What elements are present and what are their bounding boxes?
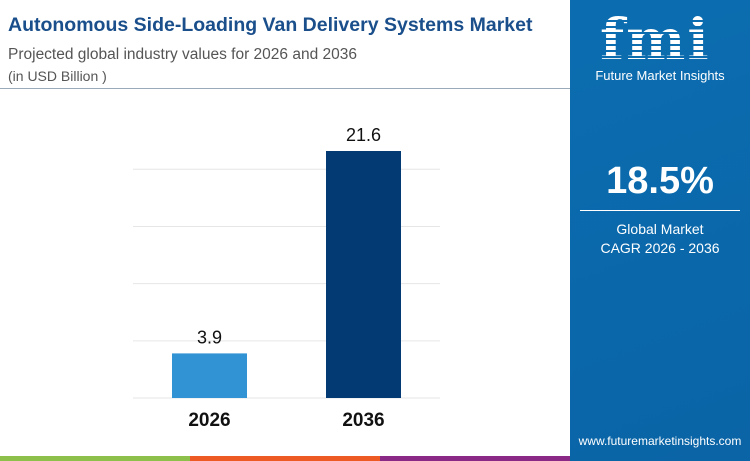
website-link[interactable]: www.futuremarketinsights.com	[578, 434, 742, 448]
x-tick-label: 2036	[342, 410, 384, 431]
header-divider	[0, 88, 570, 89]
data-label: 3.9	[197, 327, 222, 347]
cagr-divider	[580, 210, 740, 211]
unit-label: (in USD Billion )	[8, 68, 107, 84]
chart-title: Autonomous Side-Loading Van Delivery Sys…	[8, 14, 533, 36]
cagr-label-line2: CAGR 2026 - 2036	[600, 240, 720, 256]
cagr-label: Global Market CAGR 2026 - 2036	[570, 220, 750, 258]
data-label: 21.6	[346, 125, 381, 145]
bar-2026	[172, 353, 247, 398]
cagr-value: 18.5%	[606, 160, 714, 202]
fmi-logo: fmi	[600, 7, 711, 73]
x-tick-label: 2026	[188, 410, 230, 431]
stripe-orange	[190, 456, 380, 461]
info-panel: fmi Future Market Insights 18.5% Global …	[570, 0, 750, 461]
stripe-green	[0, 456, 190, 461]
bar-chart: 3.9 2026 21.6 2036	[133, 125, 440, 431]
cagr-label-line1: Global Market	[616, 221, 704, 237]
stripe-purple	[380, 456, 570, 461]
chart-subtitle: Projected global industry values for 202…	[8, 46, 357, 63]
bar-2036	[326, 151, 401, 398]
logo-text: Future Market Insights	[595, 68, 725, 83]
